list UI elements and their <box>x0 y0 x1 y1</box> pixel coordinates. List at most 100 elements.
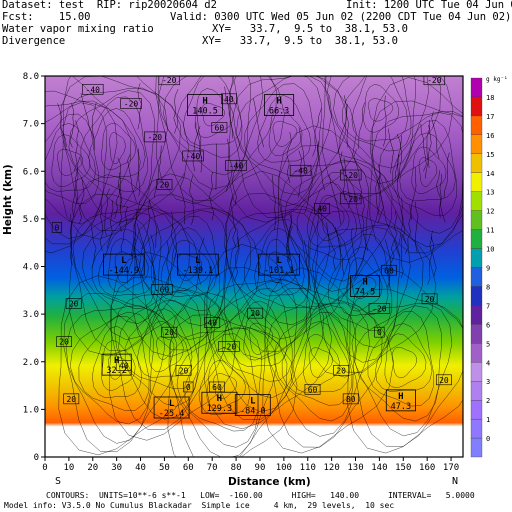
contour-label: -40 <box>229 161 244 170</box>
colorbar-swatch <box>470 229 483 249</box>
contour-label-box <box>51 222 63 233</box>
high-value: 32.2 <box>106 366 126 376</box>
contour-label: 20 <box>160 181 170 190</box>
colorbar-label: 3 <box>486 378 490 386</box>
x-tick-label: 90 <box>255 463 266 473</box>
high-value: 140.5 <box>192 107 218 117</box>
model-info: Model info: V3.5.0 No Cumulus Blackadar … <box>4 501 395 510</box>
contour-label: 20 <box>66 395 76 404</box>
high-letter: H <box>217 394 222 404</box>
low-value: -25.4 <box>159 409 185 419</box>
low-box <box>234 394 271 417</box>
contour-label-box <box>289 164 312 176</box>
contour-label-box <box>175 364 192 376</box>
x-tick-label: 20 <box>87 463 98 473</box>
contour-label-box <box>63 393 80 405</box>
field2-label: Divergence <box>2 35 66 47</box>
north-label: N <box>452 476 459 487</box>
colorbar-swatch <box>470 134 483 154</box>
contour-label-box <box>156 179 173 190</box>
low-box <box>177 253 219 276</box>
y-axis-title: Height (km) <box>2 164 14 235</box>
contour-label: 60 <box>212 383 222 392</box>
x-axis-title: Distance (km) <box>228 476 311 488</box>
contour-label: 0 <box>55 223 60 232</box>
x-tick-label: 100 <box>276 463 292 473</box>
high-letter: H <box>276 97 281 107</box>
colorbar-label: 6 <box>486 321 490 329</box>
x-axis: 0 10 20 30 40 50 60 70 80 90 100 110 120 130 140 150 160… <box>42 457 459 473</box>
contours-info: CONTOURS: UNITS=10**-6 s**-1 LOW= -160.0… <box>46 491 475 500</box>
y-tick-label: 5.0 <box>23 215 39 225</box>
contour-label: 60 <box>384 266 394 275</box>
contour-label: -60 <box>155 285 170 294</box>
contour-label: 20 <box>59 338 69 347</box>
contour-label: -20 <box>124 100 139 109</box>
contour-label: -40 <box>86 85 101 94</box>
fcst-label: Fcst: 15.00 <box>2 11 91 23</box>
contour-label: -20 <box>222 342 237 351</box>
colorbar-swatch <box>470 399 483 420</box>
contour-label: 20 <box>250 309 260 318</box>
x-tick-label: 40 <box>135 463 146 473</box>
contour-label: 20 <box>425 295 435 304</box>
colorbar-swatch <box>470 210 483 230</box>
colorbar-swatch <box>470 381 483 401</box>
high-value: 74.5 <box>355 288 375 298</box>
south-label: S <box>55 476 62 487</box>
colorbar-swatch <box>470 248 483 268</box>
low-value: -139.1 <box>183 266 214 276</box>
colorbar-label: 16 <box>486 132 494 140</box>
contour-label-box <box>82 83 104 95</box>
xy1-label: XY= 33.7, 9.5 to 38.1, 53.0 <box>212 23 408 35</box>
contour-label-box <box>342 393 359 405</box>
contour-label: 0 <box>377 328 382 337</box>
x-tick-label: 0 <box>42 463 47 473</box>
low-letter: L <box>250 397 256 407</box>
x-tick-label: 140 <box>371 463 387 473</box>
contour-label-box <box>225 160 247 171</box>
y-tick-label: 6.0 <box>23 167 39 177</box>
colorbar-swatch <box>470 362 483 382</box>
low-box <box>103 253 145 276</box>
y-tick-label: 3.0 <box>23 310 39 320</box>
colorbar-swatch <box>470 77 483 98</box>
contour-label: -20 <box>344 195 359 204</box>
contour-label: 40 <box>119 362 129 371</box>
contour-label-box <box>183 381 194 393</box>
colorbar-unit: g kg⁻¹ <box>486 76 508 83</box>
y-tick-label: 2.0 <box>23 358 39 368</box>
x-tick-label: 10 <box>63 463 74 473</box>
high-letter: H <box>202 97 207 107</box>
extrema-labels: -40 -20 -20 40 60 -20 -40 -40 -40 -20 40 -20 20 -20 0 2… <box>51 76 452 419</box>
high-box <box>264 94 295 116</box>
colorbar-label: 11 <box>486 227 494 235</box>
colorbar-swatch <box>470 437 483 458</box>
colorbar-swatch <box>470 267 483 287</box>
x-tick-label: 160 <box>419 463 435 473</box>
contour-label: -20 <box>162 76 177 85</box>
low-letter: L <box>169 399 175 409</box>
contour-label: 60 <box>215 123 225 132</box>
colorbar-label: 10 <box>486 246 494 254</box>
xy2-label: XY= 33.7, 9.5 to 38.1, 53.0 <box>202 35 398 47</box>
colorbar-swatch <box>470 324 483 344</box>
valid-label: Valid: 0300 UTC Wed 05 Jun 02 (2200 CDT … <box>170 11 512 23</box>
contour-label-box <box>421 293 438 305</box>
high-letter: H <box>114 356 119 366</box>
contour-label-box <box>151 284 173 295</box>
contour-label: 40 <box>317 204 327 213</box>
contour-label: 20 <box>69 300 79 309</box>
contour-label-box <box>340 193 362 205</box>
contour-label-box <box>182 150 204 162</box>
contour-label-box <box>340 169 362 181</box>
high-box <box>201 391 238 414</box>
colorbar-swatch <box>470 115 483 136</box>
contour-label: -20 <box>372 304 387 313</box>
contour-label-box <box>435 374 452 386</box>
x-tick-label: 50 <box>159 463 170 473</box>
contour-label: 0 <box>186 383 191 392</box>
contour-label-box <box>381 264 397 276</box>
colorbar-swatch <box>470 191 483 211</box>
